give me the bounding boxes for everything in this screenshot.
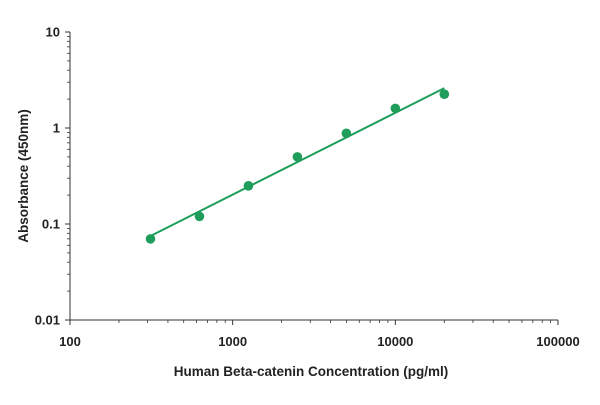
y-axis-title: Absorbance (450nm) — [16, 109, 31, 243]
data-point — [292, 152, 303, 162]
x-ticks — [69, 320, 559, 325]
x-tick-label: 100000 — [536, 334, 579, 349]
y-tick-label: 0.01 — [35, 313, 60, 328]
data-point — [390, 103, 401, 114]
y-tick-labels: 0.01 0.1 1 10 — [35, 25, 60, 328]
data-point — [341, 128, 352, 139]
x-tick-label: 1000 — [218, 334, 247, 349]
y-ticks — [65, 31, 70, 321]
y-tick-label: 10 — [46, 25, 60, 40]
data-point — [243, 180, 254, 191]
data-point — [439, 89, 450, 99]
x-tick-label: 10000 — [377, 334, 413, 349]
data-point — [145, 234, 156, 244]
y-tick-label: 0.1 — [42, 217, 60, 232]
data-point — [194, 211, 205, 222]
axes — [69, 32, 558, 321]
x-axis-title: Human Beta-catenin Concentration (pg/ml) — [174, 364, 449, 379]
x-tick-label: 100 — [59, 334, 81, 349]
x-tick-labels: 100 1000 10000 100000 — [59, 334, 580, 349]
y-tick-label: 1 — [53, 121, 60, 136]
data-points — [145, 89, 450, 244]
trend-line — [150, 87, 445, 237]
